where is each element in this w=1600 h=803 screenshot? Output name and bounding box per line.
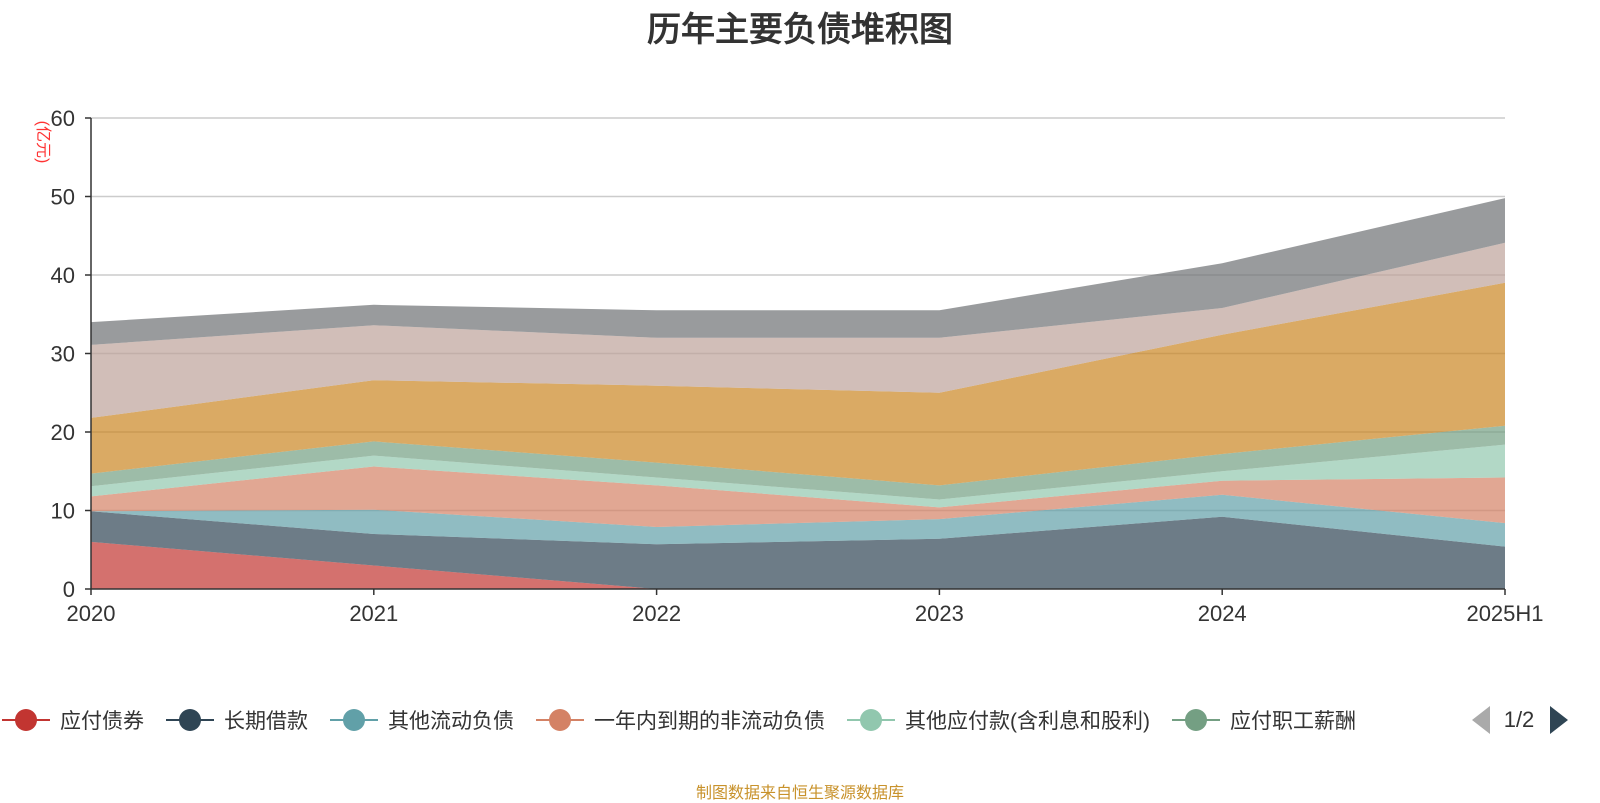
area-series-2 <box>91 511 1505 589</box>
y-axis-unit-label: (亿元) <box>34 121 52 164</box>
x-tick-label: 2021 <box>349 601 398 626</box>
y-tick-label: 60 <box>51 106 75 131</box>
area-series-5 <box>91 444 1505 508</box>
y-tick-label: 50 <box>51 185 75 210</box>
y-tick-label: 20 <box>51 420 75 445</box>
axes: 0 10 20 30 40 50 60 2020 2021 2022 2023 2024 2025H1 <box>51 106 1544 626</box>
legend-circle-marker <box>343 709 365 731</box>
area-series-1 <box>91 541 1505 589</box>
legend-label: 一年内到期的非流动负债 <box>594 710 825 733</box>
legend: 应付债券 长期借款 其他流动负债 一年内到期的非流动负债 其他应付款(含利息和股利) 应付… <box>2 709 1356 733</box>
legend-item[interactable]: 其他应付款(含利息和股利) <box>847 709 1150 733</box>
legend-item[interactable]: 其他流动负债 <box>330 709 514 733</box>
area-series-6 <box>91 425 1505 500</box>
x-tick-label: 2025H1 <box>1466 601 1543 626</box>
legend-label: 其他流动负债 <box>388 710 514 733</box>
legend-circle-marker <box>549 709 571 731</box>
y-tick-label: 30 <box>51 342 75 367</box>
legend-next-icon[interactable] <box>1550 706 1568 734</box>
legend-item[interactable]: 长期借款 <box>166 709 308 733</box>
legend-label: 应付债券 <box>60 710 144 733</box>
legend-circle-marker <box>15 709 37 731</box>
x-tick-label: 2024 <box>1198 601 1247 626</box>
y-tick-label: 10 <box>51 499 75 524</box>
legend-item[interactable]: 应付债券 <box>2 709 144 733</box>
area-series-3 <box>91 494 1505 547</box>
chart-title: 历年主要负债堆积图 <box>647 10 953 50</box>
y-tick-label: 40 <box>51 263 75 288</box>
legend-label: 其他应付款(含利息和股利) <box>905 710 1150 733</box>
y-tick-label: 0 <box>63 577 75 602</box>
x-tick-label: 2023 <box>915 601 964 626</box>
x-tick-label: 2020 <box>67 601 116 626</box>
legend-label: 应付职工薪酬 <box>1230 710 1356 733</box>
area-series-8 <box>91 242 1505 418</box>
legend-circle-marker <box>1185 709 1207 731</box>
area-series <box>91 198 1505 589</box>
area-series-9 <box>91 198 1505 345</box>
source-note: 制图数据来自恒生聚源数据库 <box>695 783 904 802</box>
legend-prev-icon[interactable] <box>1472 706 1490 734</box>
legend-label: 长期借款 <box>224 710 308 733</box>
legend-item[interactable]: 应付职工薪酬 <box>1172 709 1356 733</box>
x-tick-label: 2022 <box>632 601 681 626</box>
legend-circle-marker <box>179 709 201 731</box>
legend-item[interactable]: 一年内到期的非流动负债 <box>536 709 825 733</box>
legend-pager: 1/2 <box>1472 706 1568 734</box>
area-series-7 <box>91 282 1505 486</box>
legend-circle-marker <box>860 709 882 731</box>
area-series-4 <box>91 466 1505 527</box>
legend-page-indicator: 1/2 <box>1504 707 1535 732</box>
